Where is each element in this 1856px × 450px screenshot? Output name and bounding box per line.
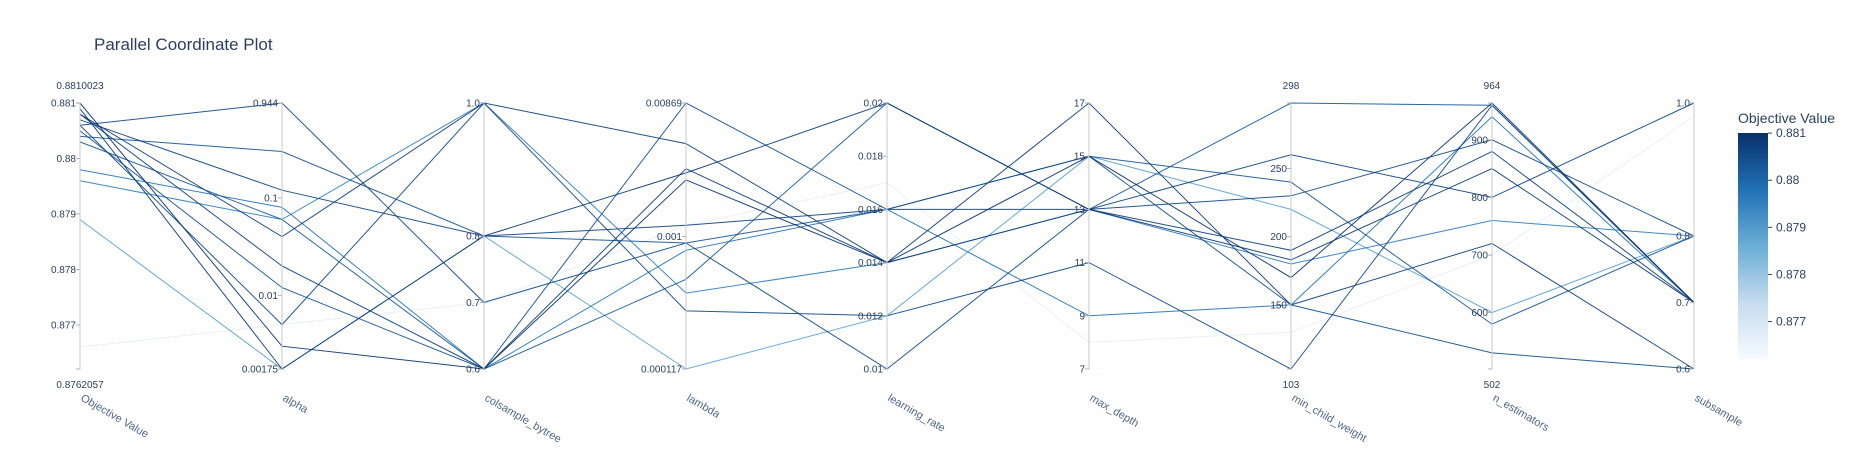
tick-label: 1.0 — [1676, 99, 1690, 110]
tick-label: 17 — [1074, 99, 1086, 110]
axis-label: lambda — [685, 392, 723, 421]
tick-label: 0.879 — [51, 210, 76, 221]
colorbar-tick-label: 0.877 — [1776, 315, 1806, 329]
tick-label: 0.8762057 — [56, 380, 104, 391]
tick-label: 0.012 — [858, 311, 883, 322]
tick-label: 0.01 — [259, 291, 279, 302]
tick-label: 0.016 — [858, 205, 883, 216]
tick-label: 0.00869 — [646, 99, 683, 110]
colorbar-tick-label: 0.881 — [1776, 126, 1806, 140]
tick-label: 0.014 — [858, 258, 883, 269]
tick-label: 0.6 — [466, 365, 480, 376]
tick-label: 1.0 — [466, 99, 480, 110]
tick-label: 800 — [1471, 193, 1488, 204]
tick-label: 0.881 — [51, 99, 76, 110]
tick-label: 0.7 — [1676, 298, 1690, 309]
tick-label: 11 — [1075, 258, 1086, 269]
colorbar-tick-label: 0.878 — [1776, 267, 1806, 281]
axis-label: max_depth — [1088, 392, 1141, 430]
tick-label: 700 — [1471, 251, 1488, 262]
axis-max-depth[interactable]: 7 9 11 13 15 17 max_depth — [1074, 99, 1141, 430]
axis-label: min_child_weight — [1290, 392, 1369, 445]
colorbar-ticks: 0.881 0.88 0.879 0.878 0.877 — [1768, 126, 1806, 329]
axis-label: n_estimators — [1491, 392, 1552, 434]
tick-label: 0.878 — [51, 265, 76, 276]
axis-alpha[interactable]: 0.00175 0.01 0.1 0.944 alpha — [242, 99, 311, 417]
axis-label: alpha — [281, 392, 311, 416]
colorbar-gradient — [1738, 133, 1768, 359]
axis-label: colsample_bytree — [483, 392, 564, 446]
axis-learning-rate[interactable]: 0.01 0.012 0.014 0.016 0.018 0.02 learning_rat… — [858, 99, 947, 435]
tick-label: 9 — [1079, 311, 1085, 322]
colorbar-tick-label: 0.879 — [1776, 220, 1806, 234]
tick-label: 0.7 — [466, 298, 480, 309]
tick-label: 0.8 — [1676, 232, 1690, 243]
tick-label: 900 — [1471, 135, 1488, 146]
tick-label: 200 — [1270, 232, 1287, 243]
tick-label: 0.00175 — [242, 365, 279, 376]
tick-label: 298 — [1283, 81, 1300, 92]
colorbar-title: Objective Value — [1738, 110, 1835, 126]
tick-label: 0.000117 — [641, 365, 682, 376]
axis-colsample-bytree[interactable]: 0.6 0.7 0.8 1.0 colsample_bytree — [466, 99, 563, 446]
colorbar-tick-label: 0.88 — [1776, 173, 1800, 187]
tick-label: 0.8 — [466, 232, 480, 243]
tick-label: 0.6 — [1676, 365, 1690, 376]
tick-label: 0.88 — [57, 154, 77, 165]
tick-label: 502 — [1484, 380, 1501, 391]
tick-label: 15 — [1074, 152, 1086, 163]
chart-title: Parallel Coordinate Plot — [94, 35, 273, 54]
axis-label: subsample — [1693, 392, 1745, 429]
tick-label: 0.01 — [864, 365, 884, 376]
tick-label: 7 — [1079, 365, 1085, 376]
tick-label: 0.001 — [657, 232, 682, 243]
axis-subsample[interactable]: 0.6 0.7 0.8 1.0 subsample — [1676, 99, 1744, 430]
tick-label: 0.877 — [51, 320, 76, 331]
tick-label: 600 — [1471, 308, 1488, 319]
tick-label: 964 — [1484, 81, 1501, 92]
axis-label: Objective Value — [79, 392, 151, 441]
tick-label: 0.1 — [264, 193, 278, 204]
tick-label: 0.944 — [253, 99, 278, 110]
tick-label: 0.018 — [858, 152, 883, 163]
axis-label: learning_rate — [886, 392, 948, 435]
tick-label: 250 — [1270, 164, 1287, 175]
tick-label: 13 — [1074, 205, 1086, 216]
colorbar: Objective Value 0.881 0.88 0.879 0.878 0.877 — [1738, 110, 1835, 359]
tick-label: 103 — [1283, 380, 1300, 391]
tick-label: 150 — [1270, 300, 1287, 311]
tick-label: 0.02 — [864, 99, 884, 110]
dimension-axes: 0.87620570.8770.8780.8790.880.8810.88100… — [51, 81, 1745, 446]
tick-label: 0.8810023 — [56, 81, 104, 92]
